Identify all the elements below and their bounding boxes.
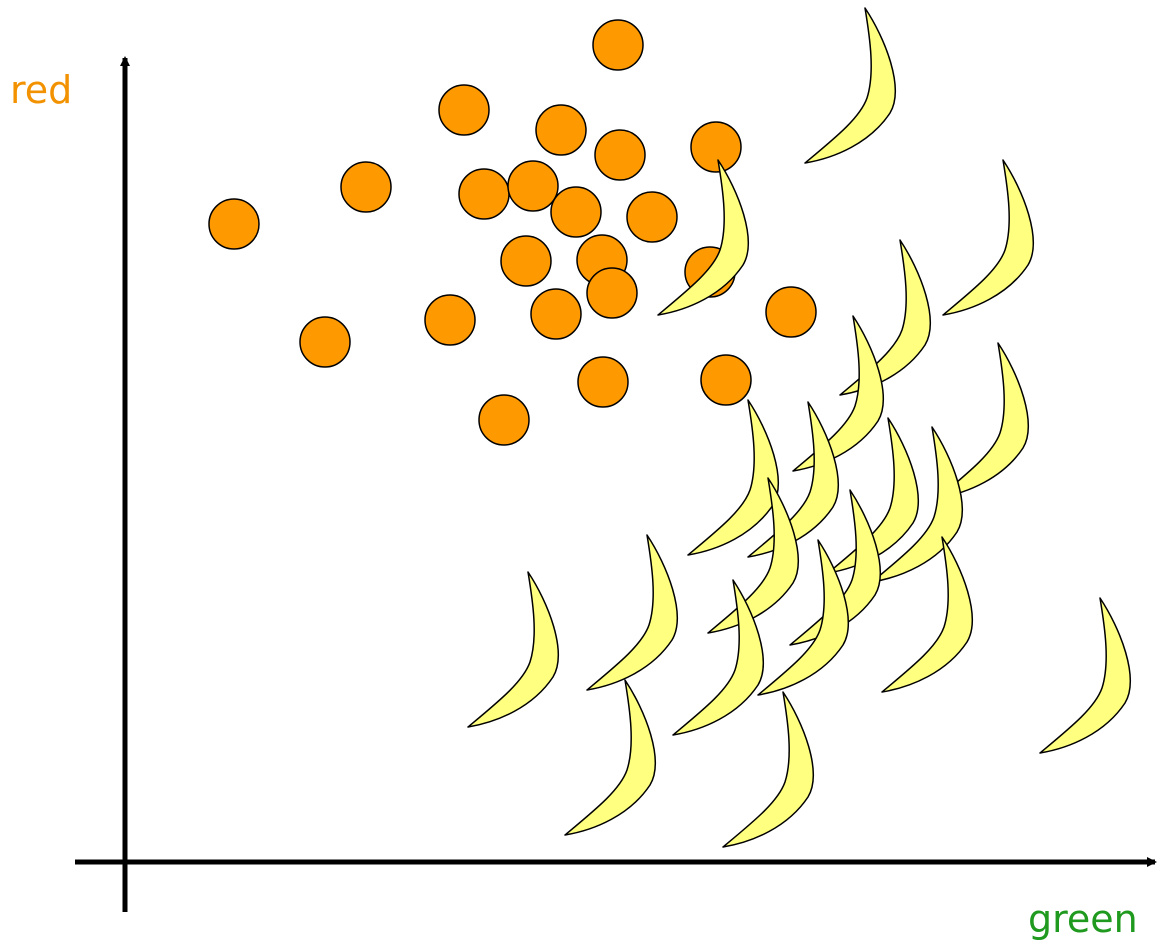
orange	[700, 354, 752, 406]
banana	[672, 579, 764, 736]
banana	[881, 536, 973, 693]
orange	[550, 186, 602, 238]
banana	[564, 679, 656, 836]
orange	[765, 286, 817, 338]
fruit-layer	[208, 7, 1131, 848]
banana	[1039, 597, 1131, 754]
banana	[687, 399, 779, 556]
orange	[594, 129, 646, 181]
orange	[458, 168, 510, 220]
banana	[942, 159, 1034, 316]
orange	[438, 84, 490, 136]
y-axis-label: red	[10, 68, 72, 112]
orange	[530, 288, 582, 340]
banana	[804, 7, 896, 164]
orange	[478, 394, 530, 446]
banana	[789, 489, 881, 646]
orange	[507, 160, 559, 212]
orange	[690, 121, 742, 173]
orange	[577, 356, 629, 408]
x-axis-label: green	[1028, 897, 1138, 941]
orange	[592, 19, 644, 71]
banana	[722, 691, 814, 848]
banana	[792, 315, 884, 472]
orange	[626, 191, 678, 243]
orange	[500, 235, 552, 287]
orange	[586, 267, 638, 319]
orange	[299, 316, 351, 368]
banana	[586, 534, 678, 691]
banana	[467, 571, 559, 728]
orange	[424, 294, 476, 346]
banana	[839, 239, 931, 396]
banana	[707, 477, 799, 634]
banana	[657, 159, 749, 316]
orange	[208, 198, 260, 250]
orange	[535, 104, 587, 156]
orange	[340, 161, 392, 213]
banana	[747, 401, 839, 558]
banana	[757, 539, 849, 696]
